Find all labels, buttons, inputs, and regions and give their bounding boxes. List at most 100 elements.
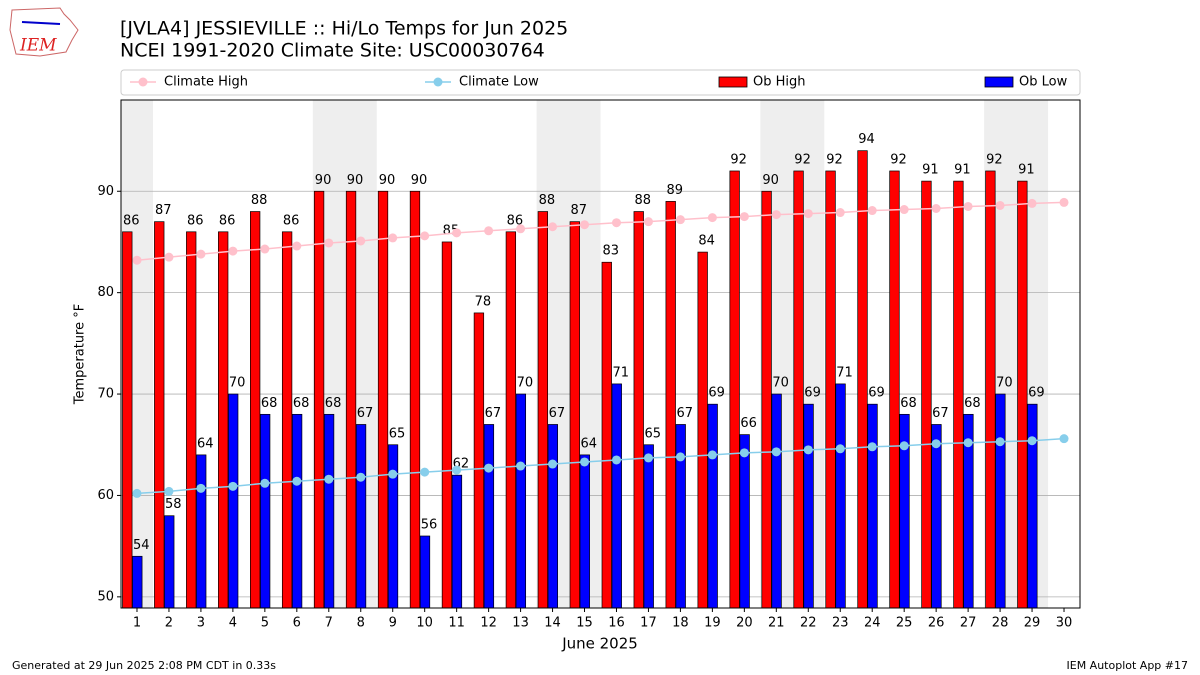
y-tick-label: 50	[97, 589, 114, 604]
bar	[995, 393, 1006, 609]
x-tick-label: 12	[480, 616, 497, 631]
data-label: 86	[219, 213, 236, 228]
bar	[835, 383, 846, 609]
point	[196, 483, 206, 493]
legend-box	[120, 69, 1081, 96]
data-label: 88	[634, 193, 651, 208]
chart-subtitle: NCEI 1991-2020 Climate Site: USC00030764	[120, 40, 545, 62]
bar	[729, 170, 740, 609]
point	[643, 453, 653, 463]
bar	[1017, 180, 1028, 609]
data-label: 68	[325, 396, 342, 411]
point	[324, 474, 334, 484]
line	[136, 437, 1065, 495]
point	[675, 215, 685, 225]
bar	[250, 211, 261, 609]
point	[132, 255, 142, 265]
data-label: 70	[772, 376, 789, 391]
data-label: 68	[293, 396, 310, 411]
x-tick-label: 22	[800, 616, 817, 631]
y-tick-label: 80	[97, 285, 114, 300]
data-label: 56	[421, 518, 438, 533]
point	[739, 448, 749, 458]
data-label: 90	[762, 173, 779, 188]
bar	[697, 251, 708, 609]
x-tick-label: 25	[896, 616, 913, 631]
data-label: 70	[517, 376, 534, 391]
point	[292, 476, 302, 486]
data-label: 64	[581, 436, 598, 451]
bar	[953, 180, 964, 609]
point	[388, 233, 398, 243]
data-label: 71	[836, 365, 853, 380]
point	[228, 481, 238, 491]
bar	[771, 393, 782, 609]
data-label: 71	[613, 365, 630, 380]
point	[420, 467, 430, 477]
x-tick-label: 1	[133, 616, 141, 631]
bar	[547, 424, 558, 609]
bar	[387, 444, 399, 609]
x-tick-label: 29	[1024, 616, 1041, 631]
bar	[281, 231, 293, 609]
bar	[889, 170, 900, 609]
point	[1059, 434, 1069, 444]
bar	[665, 201, 676, 609]
data-label: 92	[890, 152, 907, 167]
data-label: 91	[954, 163, 971, 178]
bar	[441, 241, 453, 609]
bar	[451, 474, 463, 609]
legend-label: Ob Low	[1019, 75, 1068, 90]
data-label: 69	[804, 386, 821, 401]
legend-marker	[433, 77, 443, 87]
bar	[643, 444, 654, 609]
x-tick-label: 11	[448, 616, 465, 631]
data-label: 69	[1028, 386, 1045, 401]
data-label: 83	[603, 244, 620, 259]
point	[1027, 436, 1037, 446]
bar	[419, 535, 431, 609]
legend-label: Climate High	[164, 75, 248, 90]
bar	[857, 150, 868, 609]
point	[516, 461, 526, 471]
bar	[409, 190, 421, 609]
x-tick-label: 28	[992, 616, 1009, 631]
point	[611, 218, 621, 228]
data-label: 90	[315, 173, 332, 188]
bar	[601, 261, 612, 609]
point	[164, 252, 174, 262]
bar	[537, 211, 548, 609]
point	[643, 217, 653, 227]
bar	[164, 515, 175, 609]
point	[548, 459, 558, 469]
bar	[675, 424, 686, 609]
point	[963, 201, 973, 211]
point	[484, 226, 494, 236]
point	[388, 469, 398, 479]
x-tick-label: 30	[1056, 616, 1073, 631]
legend-label: Climate Low	[459, 75, 539, 90]
bar	[186, 231, 197, 609]
data-label: 87	[155, 203, 172, 218]
point	[260, 244, 270, 254]
point	[739, 212, 749, 222]
x-tick-label: 8	[357, 616, 365, 631]
bar	[132, 555, 143, 609]
bar	[739, 434, 750, 609]
data-label: 67	[549, 406, 566, 421]
point	[931, 439, 941, 449]
point	[516, 224, 526, 234]
legend-label: Ob High	[753, 75, 806, 90]
plot-frame	[120, 99, 1081, 609]
y-tick-label: 60	[97, 488, 114, 503]
point	[803, 445, 813, 455]
data-label: 66	[740, 416, 757, 431]
x-tick-label: 15	[576, 616, 593, 631]
x-tick-label: 3	[197, 616, 205, 631]
point	[675, 452, 685, 462]
data-label: 86	[123, 213, 140, 228]
point	[452, 465, 462, 475]
x-tick-label: 18	[672, 616, 689, 631]
data-label: 88	[539, 193, 556, 208]
bar	[313, 190, 325, 609]
